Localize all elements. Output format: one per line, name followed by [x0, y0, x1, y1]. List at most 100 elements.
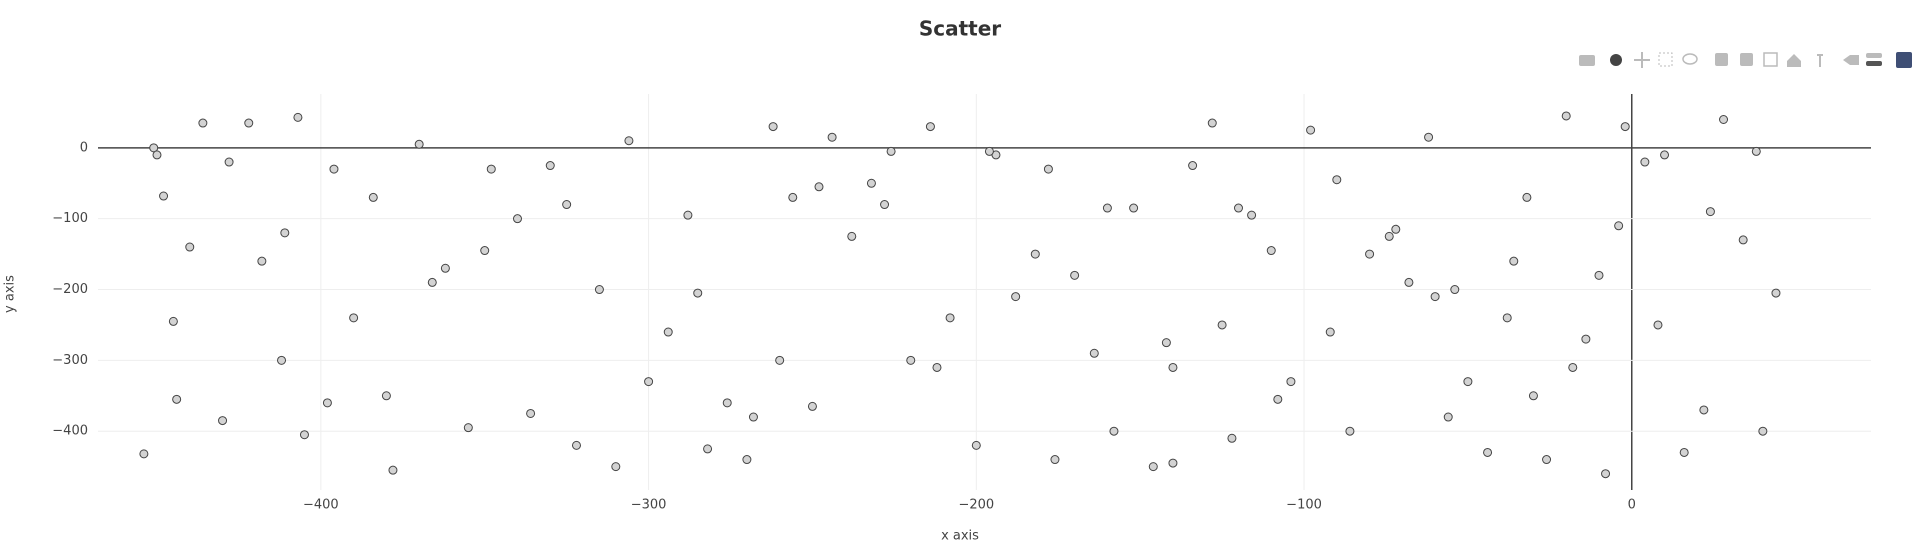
point — [925, 122, 935, 132]
point — [1483, 447, 1493, 457]
point — [1266, 246, 1276, 256]
point — [1286, 377, 1296, 387]
point — [349, 313, 359, 323]
x-tick-label: −400 — [303, 498, 339, 513]
point — [329, 164, 339, 174]
zoom-button[interactable] — [1610, 54, 1622, 66]
point — [1011, 292, 1021, 302]
point — [1050, 455, 1060, 465]
point — [1679, 447, 1689, 457]
point — [440, 263, 450, 273]
point — [847, 231, 857, 241]
point — [172, 394, 182, 404]
point — [1614, 221, 1624, 231]
hover-compare-button[interactable] — [1866, 53, 1882, 58]
pan-button[interactable] — [1634, 52, 1650, 68]
point — [1325, 327, 1335, 337]
y-tick-label: −100 — [52, 211, 88, 226]
point — [788, 192, 798, 202]
chart-title: Scatter — [919, 17, 1001, 41]
point — [703, 444, 713, 454]
point — [1345, 426, 1355, 436]
point — [224, 157, 234, 167]
point — [427, 277, 437, 287]
point — [1365, 249, 1375, 259]
point — [480, 246, 490, 256]
point — [545, 161, 555, 171]
point — [1699, 405, 1709, 415]
point — [1450, 285, 1460, 295]
point — [1030, 249, 1040, 259]
point — [1771, 288, 1781, 298]
point — [1188, 161, 1198, 171]
box-select-button[interactable] — [1658, 52, 1673, 67]
point — [1443, 412, 1453, 422]
point — [299, 430, 309, 440]
point — [512, 214, 522, 224]
point — [748, 412, 758, 422]
x-tick-label: 0 — [1628, 498, 1636, 513]
point — [1601, 469, 1611, 479]
point — [1391, 224, 1401, 234]
point — [1463, 377, 1473, 387]
point — [198, 118, 208, 128]
point — [1640, 157, 1650, 167]
point — [768, 122, 778, 132]
point — [1168, 458, 1178, 468]
point — [322, 398, 332, 408]
point — [463, 423, 473, 433]
lasso-button[interactable] — [1682, 53, 1698, 65]
spike-button[interactable] — [1817, 54, 1823, 67]
point — [1109, 426, 1119, 436]
point — [257, 256, 267, 266]
y-tick-label: 0 — [80, 140, 88, 155]
point — [293, 112, 303, 122]
point — [168, 316, 178, 326]
point — [1148, 462, 1158, 472]
point — [1161, 338, 1171, 348]
point — [1542, 455, 1552, 465]
point — [1594, 270, 1604, 280]
point — [1332, 175, 1342, 185]
plotly-logo[interactable] — [1896, 52, 1912, 68]
point — [1168, 362, 1178, 372]
point — [152, 150, 162, 160]
camera-button[interactable] — [1579, 55, 1595, 66]
point — [1404, 277, 1414, 287]
x-axis-title: x axis — [941, 529, 979, 544]
point — [277, 355, 287, 365]
x-tick-label: −100 — [1286, 498, 1322, 513]
point — [644, 377, 654, 387]
zoom-in-button[interactable] — [1715, 53, 1728, 66]
point — [1247, 210, 1257, 220]
point — [932, 362, 942, 372]
point — [1430, 292, 1440, 302]
autoscale-button[interactable] — [1763, 52, 1778, 67]
point — [624, 136, 634, 146]
point — [866, 178, 876, 188]
point — [414, 139, 424, 149]
point — [1227, 433, 1237, 443]
point — [807, 401, 817, 411]
point — [945, 313, 955, 323]
point — [683, 210, 693, 220]
y-tick-label: −200 — [52, 282, 88, 297]
zoom-out-button[interactable] — [1740, 53, 1753, 66]
point — [1424, 132, 1434, 142]
point — [1758, 426, 1768, 436]
point — [1129, 203, 1139, 213]
hover-compare-button-lower[interactable] — [1866, 61, 1882, 66]
point — [693, 288, 703, 298]
x-tick-label: −200 — [958, 498, 994, 513]
y-axis-title: y axis — [3, 275, 18, 313]
point — [1620, 122, 1630, 132]
hover-closest-button[interactable] — [1843, 55, 1859, 65]
point — [1522, 192, 1532, 202]
reset-button[interactable] — [1787, 54, 1801, 67]
point — [1509, 256, 1519, 266]
point — [1273, 394, 1283, 404]
x-tick-label: −300 — [631, 498, 667, 513]
point — [139, 449, 149, 459]
point — [1738, 235, 1748, 245]
point — [775, 355, 785, 365]
